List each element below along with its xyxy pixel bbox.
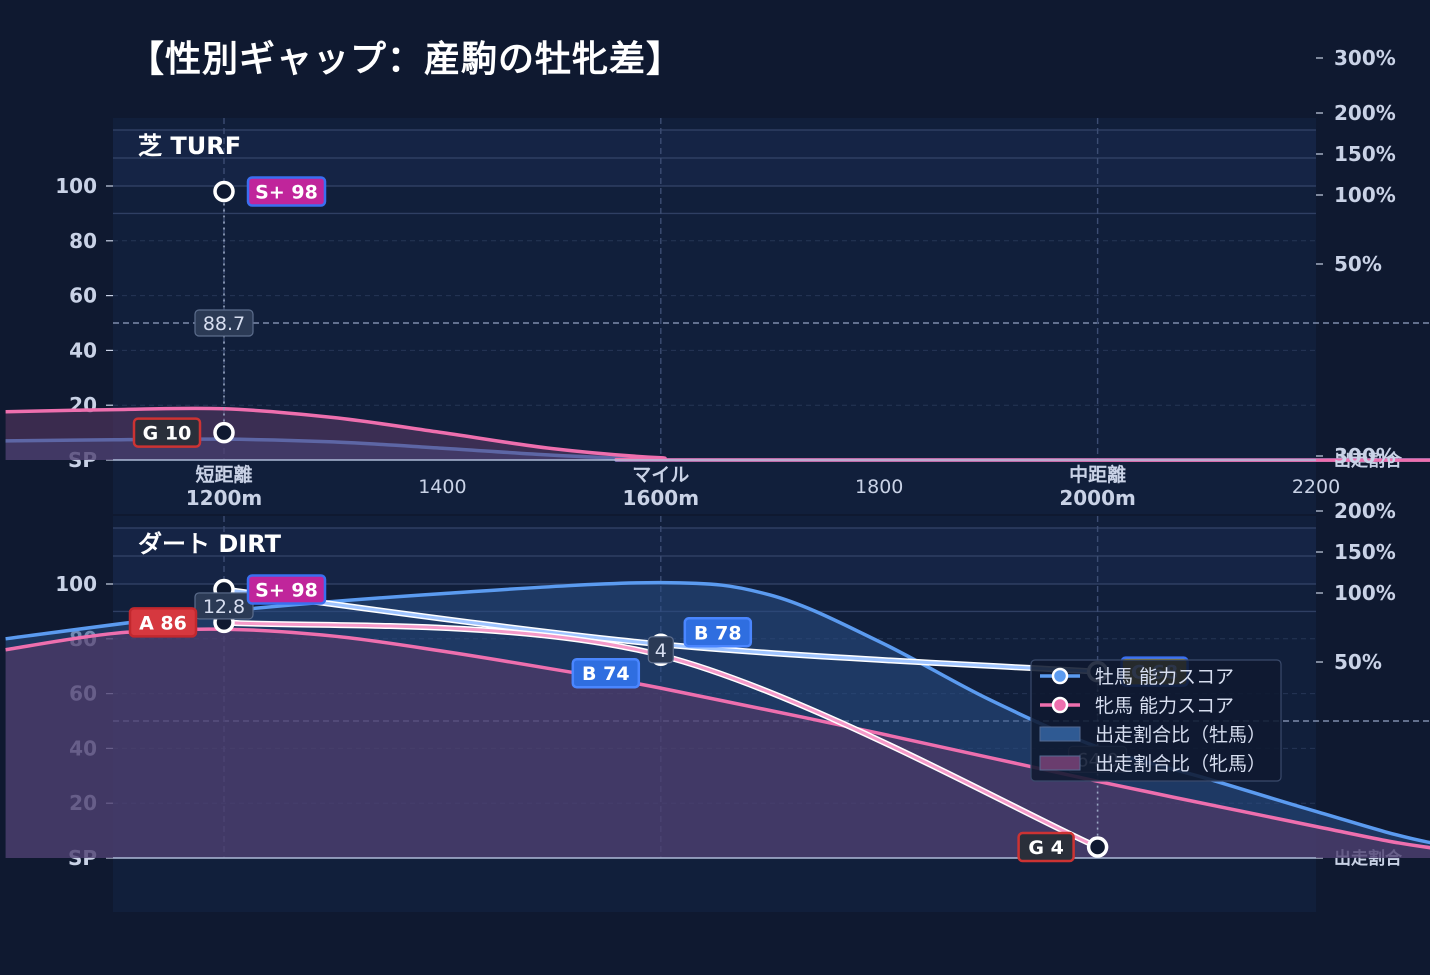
- grade-badge-box: [246, 574, 327, 605]
- grade-badge-female: A 86: [128, 607, 198, 638]
- chart-title: 【性別ギャップ：産駒の牡牝差】: [128, 39, 684, 80]
- gap-value-box: [647, 636, 674, 664]
- grade-badge-label: G 4: [1028, 837, 1063, 859]
- y-tick-label: 100: [55, 174, 97, 198]
- grade-badge-female: B 74: [571, 657, 641, 689]
- ratio-tick-label: 300%: [1334, 46, 1396, 70]
- grade-badge-female: G 10: [132, 417, 202, 448]
- legend-item: 出走割合比（牝馬）: [1039, 753, 1266, 775]
- x-axis-label: 1800: [855, 476, 903, 498]
- ratio-tick-label: 100%: [1334, 581, 1396, 605]
- x-axis-labels: 短距離1200m1400マイル1600m1800中距離2000m2200クラシッ…: [186, 463, 1340, 510]
- legend-marker-swatch: [1051, 667, 1069, 685]
- ratio-tick-label: 50%: [1334, 252, 1382, 276]
- gap-value: 4: [647, 636, 674, 664]
- grade-badge-box: [683, 617, 753, 648]
- legend-label: 牡馬 能力スコア: [1095, 666, 1234, 688]
- panel-turf: 芝 TURF10080604020SP300%200%150%100%50%出走…: [5, 46, 1430, 514]
- legend-label: 出走割合比（牝馬）: [1095, 753, 1266, 775]
- legend-label: 出走割合比（牡馬）: [1095, 724, 1266, 746]
- gap-value-label: 12.8: [203, 596, 245, 618]
- grade-badge-male: B 78: [683, 617, 753, 648]
- grade-badge-label: A 86: [139, 612, 187, 634]
- legend-item: 出走割合比（牡馬）: [1039, 724, 1266, 746]
- grade-badge-box: [128, 607, 198, 638]
- x-axis-label: マイル: [632, 464, 689, 486]
- gap-value: 88.7: [194, 309, 254, 337]
- grade-badge-male: S+ 98: [246, 176, 327, 207]
- gap-value: 12.8: [194, 592, 254, 620]
- legend-area-swatch: [1039, 755, 1081, 771]
- ratio-tick-label: 200%: [1334, 499, 1396, 523]
- grade-badge-male: S+ 98: [246, 574, 327, 605]
- share-line-female: [5, 627, 1430, 850]
- x-axis-label: 1400: [418, 476, 466, 498]
- grade-badge-box: [132, 417, 202, 448]
- grade-badge-label: B 74: [582, 663, 630, 685]
- ratio-tick-label: 100%: [1334, 183, 1396, 207]
- grade-badge-female: G 4: [1017, 831, 1075, 863]
- x-axis-label: 1600m: [623, 486, 700, 510]
- grade-badge-label: S+ 98: [255, 181, 318, 203]
- y-tick-label: 100: [55, 572, 97, 596]
- x-axis-label: 短距離: [195, 463, 252, 486]
- y-tick-label: 40: [69, 338, 97, 362]
- x-axis-label: 2000m: [1059, 486, 1136, 510]
- y-tick-label: 80: [69, 229, 97, 253]
- gap-value-box: [194, 309, 254, 337]
- panel-dirt: ダート DIRT10080604020SP300%200%150%100%50%…: [5, 444, 1430, 912]
- x-axis-label: 2200: [1292, 476, 1340, 498]
- grade-badge-box: [246, 176, 327, 207]
- legend-item: 牝馬 能力スコア: [1040, 695, 1234, 717]
- gap-value-label: 4: [655, 640, 667, 662]
- legend-item: 牡馬 能力スコア: [1040, 666, 1234, 688]
- score-point: [213, 180, 235, 203]
- panel-label: ダート DIRT: [138, 530, 282, 558]
- panel-label: 芝 TURF: [138, 132, 241, 160]
- x-axis-label: 1200m: [186, 486, 263, 510]
- ratio-tick-label: 300%: [1334, 444, 1396, 468]
- gap-value-box: [194, 592, 254, 620]
- ratio-tick-label: 150%: [1334, 142, 1396, 166]
- score-point: [213, 421, 235, 444]
- share-area-female: [5, 629, 1430, 858]
- legend-marker-swatch: [1051, 696, 1069, 714]
- legend-label: 牝馬 能力スコア: [1095, 695, 1234, 717]
- grade-badge-box: [571, 657, 641, 689]
- gap-value-label: 88.7: [203, 313, 245, 335]
- y-tick-label: 60: [69, 284, 97, 308]
- x-axis-label: 中距離: [1069, 463, 1126, 486]
- ratio-tick-label: 200%: [1334, 101, 1396, 125]
- ratio-tick-label: 50%: [1334, 650, 1382, 674]
- grade-badge-label: G 10: [143, 423, 192, 445]
- grade-badge-label: S+ 98: [255, 579, 318, 601]
- grade-badge-label: B 78: [694, 622, 742, 644]
- legend-box: [1030, 659, 1282, 782]
- score-point: [1086, 836, 1109, 858]
- legend-area-swatch: [1039, 726, 1081, 742]
- grade-badge-box: [1017, 831, 1075, 863]
- ratio-tick-label: 150%: [1334, 540, 1396, 564]
- share-line-female: [5, 406, 1430, 462]
